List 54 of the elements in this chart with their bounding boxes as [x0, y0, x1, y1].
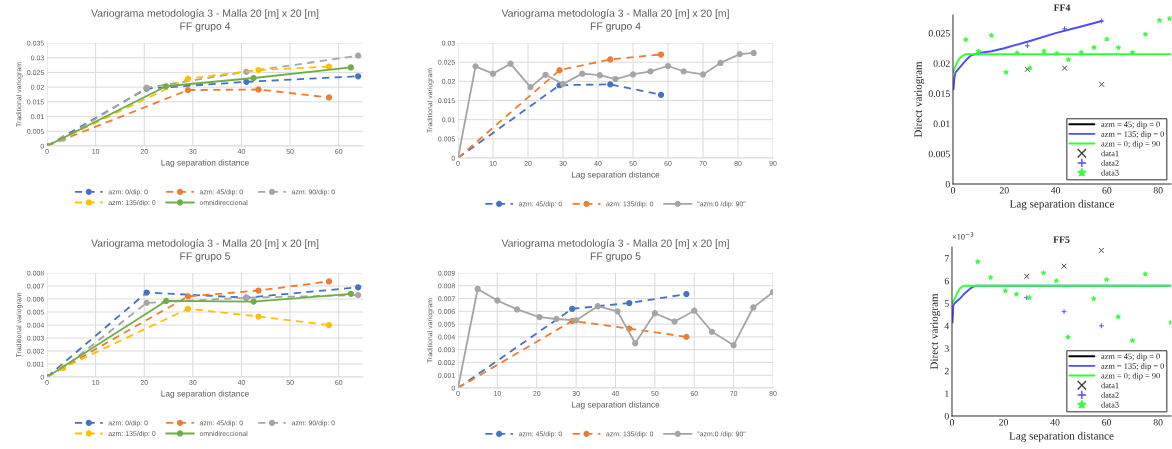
x-axis-title: Lag separation distance [571, 171, 660, 180]
x-axis-title: Lag separation distance [571, 401, 660, 410]
y-tick-label: 0 [945, 180, 950, 188]
legend-label: azm = 135; dip = 0 [1101, 131, 1165, 139]
x-tick-label: 40 [1050, 419, 1060, 426]
x-tick-label: 40 [1050, 187, 1061, 194]
legend-label: data3 [1101, 169, 1119, 176]
chart-title: FF5 [1053, 236, 1070, 243]
y-tick-label: 2 [944, 367, 949, 375]
x-tick-label: 60 [1102, 419, 1112, 426]
chart-title: Variograma metodología 3 - Malla 20 [m] x 20 [m] [91, 9, 319, 19]
chart-subtitle: FF grupo 4 [180, 22, 231, 32]
chart-title: FF4 [1053, 4, 1071, 11]
y-tick-label: 0.005 [928, 150, 950, 158]
chart-subtitle: FF grupo 5 [180, 252, 231, 262]
y-tick-label: 0.015 [928, 90, 950, 97]
y-axis-title: Direct variogram [914, 61, 925, 138]
x-tick-label: 80 [1153, 187, 1163, 194]
x-axis-title: Lag separation distance [1009, 431, 1114, 442]
x-axis-title: Lag separation distance [1009, 199, 1115, 210]
legend-label: azm = 45; dip = 0 [1101, 121, 1160, 129]
y-tick-label: 0 [944, 412, 949, 420]
y-axis-title: Direct variogram [930, 293, 941, 370]
chart-subtitle: FF grupo 5 [590, 252, 641, 262]
y-tick-label: 1 [945, 390, 949, 397]
legend-label: data2 [1101, 160, 1119, 166]
x-tick-label: 60 [1102, 187, 1112, 194]
x-axis-title: Lag separation distance [161, 390, 249, 399]
legend-label: azm = 45; dip = 0 [1101, 353, 1160, 361]
chart-title: Variograma metodología 3 - Malla 20 [m] x 20 [m] [501, 9, 729, 19]
chart-subtitle: FF grupo 4 [590, 22, 641, 32]
legend-label: azm = 0; dip = 90 [1101, 372, 1160, 381]
x-tick-label: 20 [999, 187, 1009, 194]
chart-title: Variograma metodología 3 - Malla 20 [m] x 20 [m] [91, 239, 319, 249]
y-tick-label: 0.025 [928, 30, 950, 37]
legend-label: data2 [1101, 392, 1119, 398]
x-tick-label: 0 [950, 187, 956, 194]
y-tick-label: 0.01 [933, 120, 950, 128]
legend-label: data3 [1101, 401, 1119, 408]
y-tick-label: 7 [945, 255, 949, 262]
x-tick-label: 80 [1153, 419, 1163, 426]
x-tick-label: 20 [999, 419, 1009, 426]
legend-label: data1 [1101, 150, 1119, 157]
chart-title: Variograma metodología 3 - Malla 20 [m] x 20 [m] [501, 239, 729, 249]
legend-label: azm = 135; dip = 0 [1101, 363, 1165, 371]
x-axis-title: Lag separation distance [161, 159, 249, 168]
y-tick-label: 0.02 [933, 60, 950, 67]
y-tick-label: 6 [944, 277, 949, 285]
y-tick-label: 3 [944, 345, 949, 352]
text: ×10$^{−3}$ [952, 232, 974, 240]
y-tick-label: 5 [944, 300, 949, 307]
legend-label: data1 [1101, 382, 1119, 389]
legend-label: azm = 0; dip = 90 [1101, 140, 1160, 149]
y-tick-label: 4 [944, 322, 950, 330]
